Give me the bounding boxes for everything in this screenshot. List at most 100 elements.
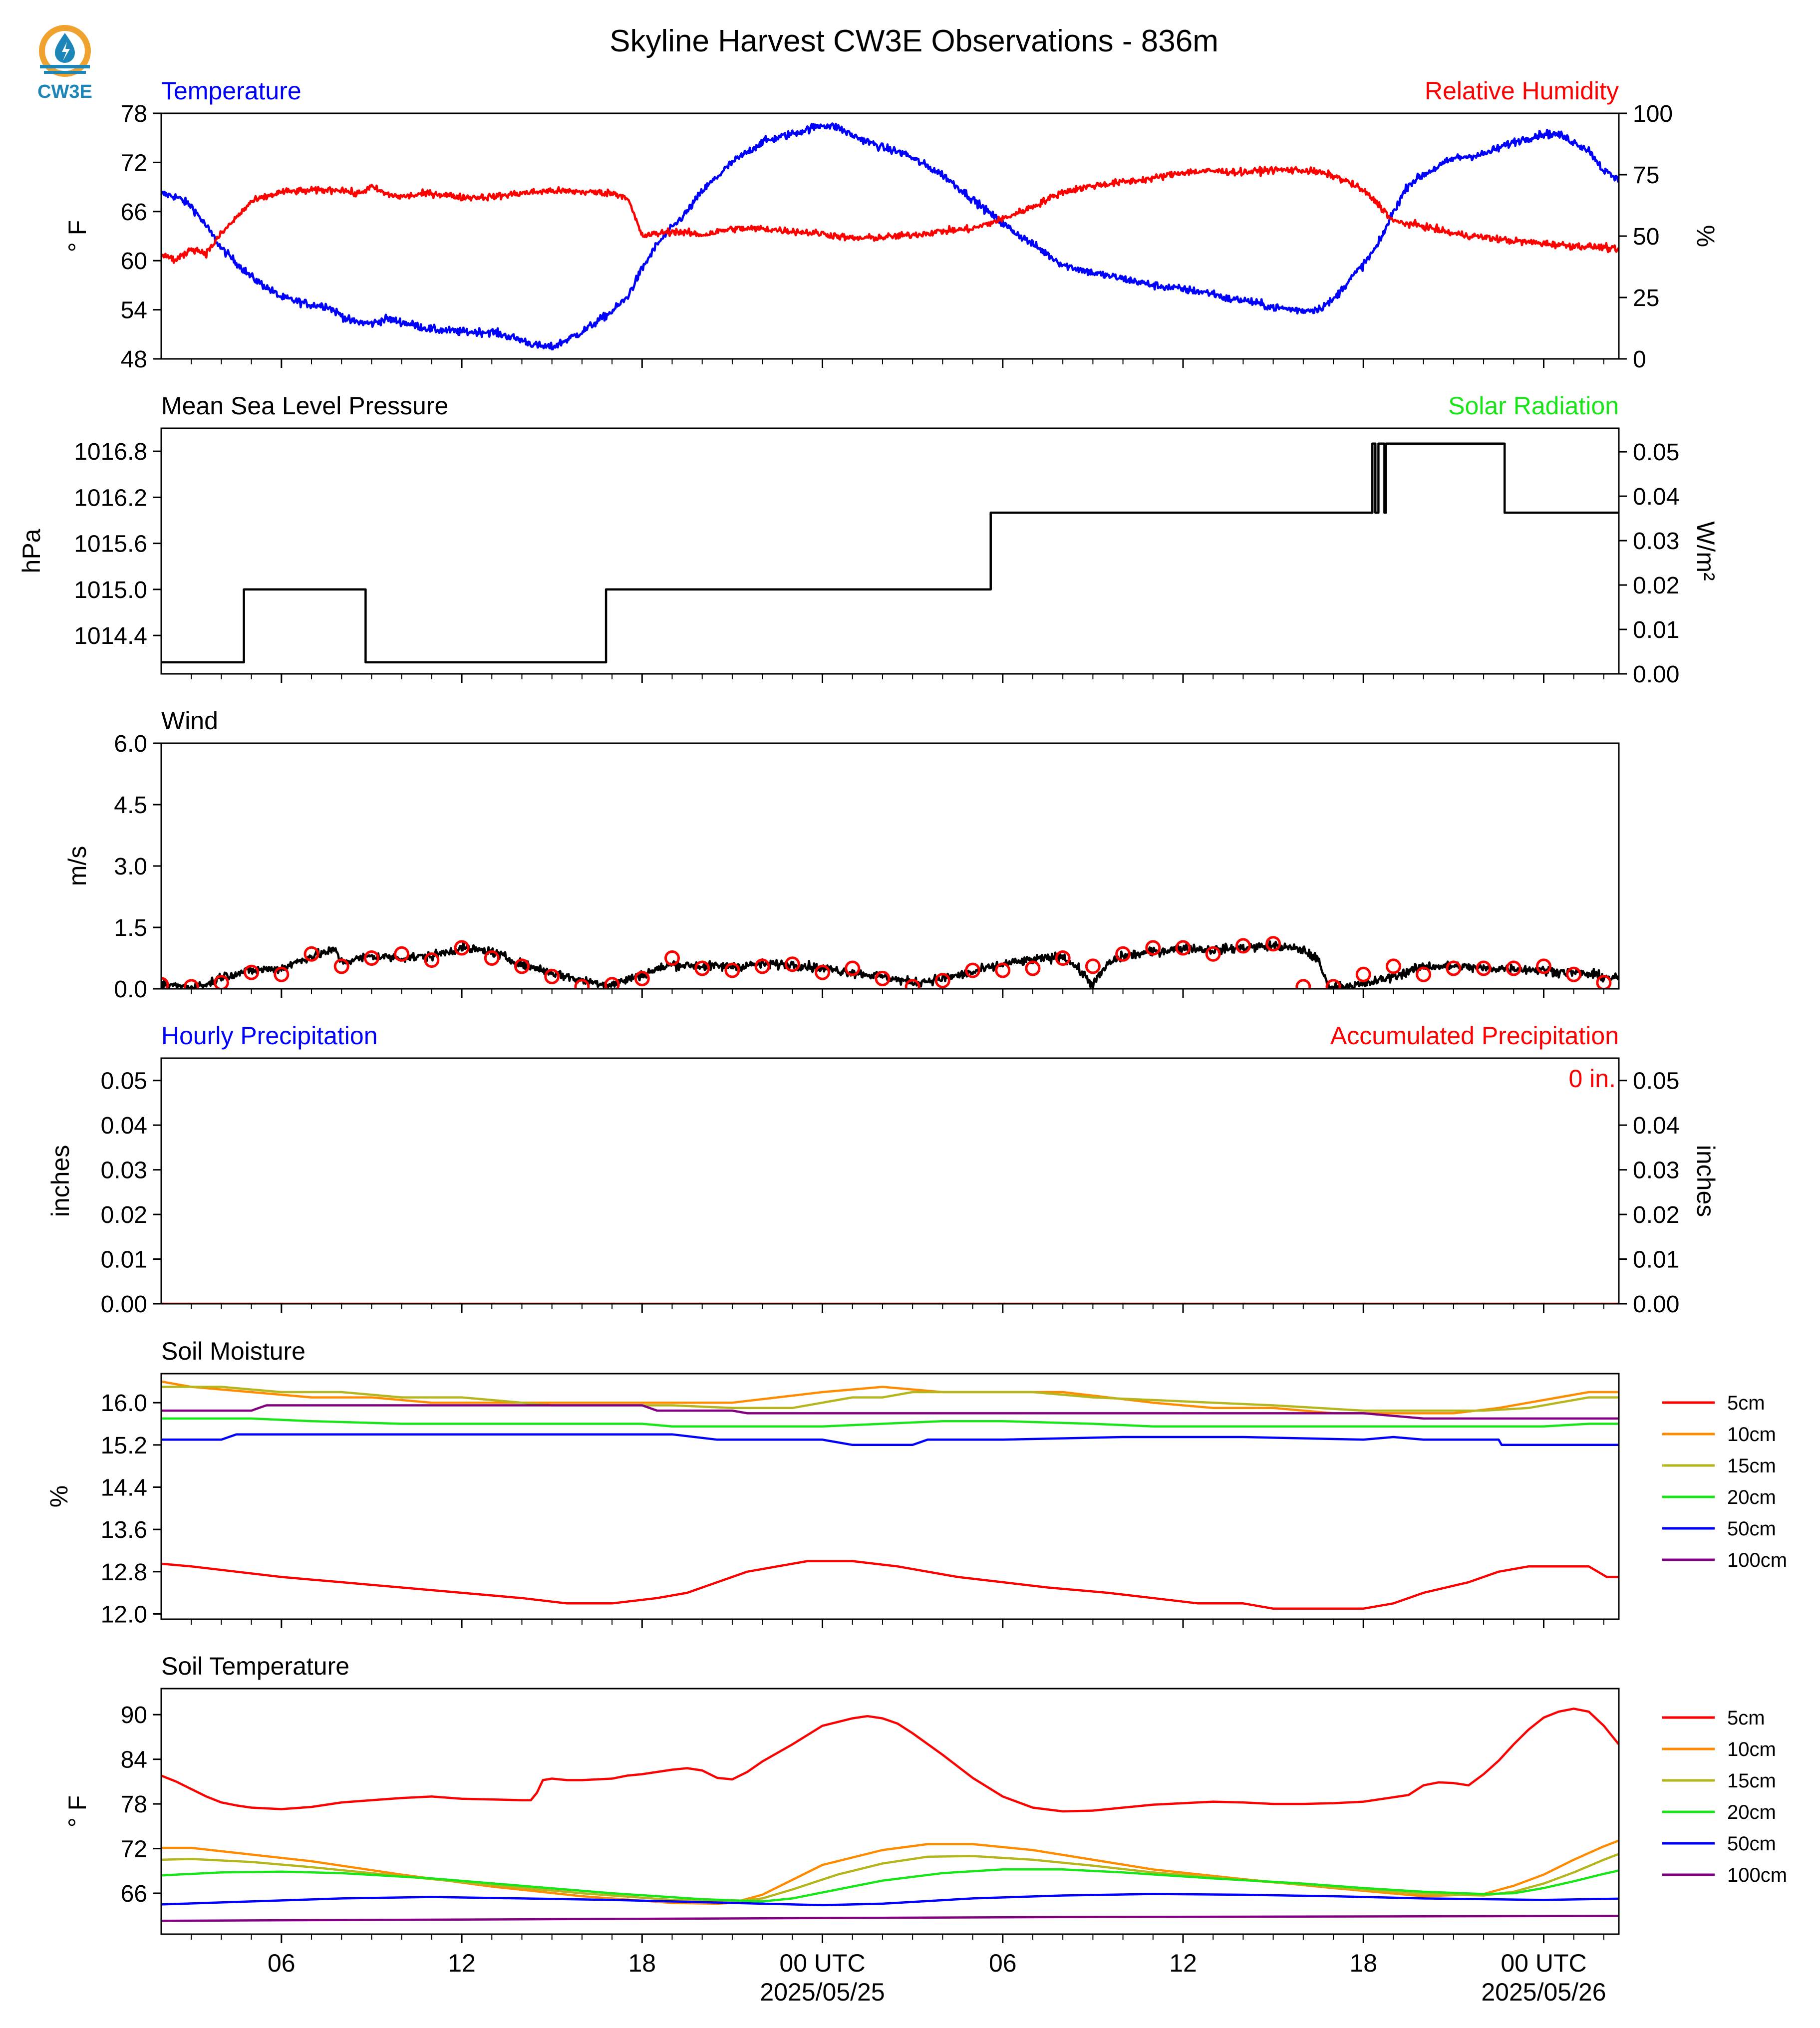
wind-gust-marker	[634, 971, 650, 986]
wind-gust-marker	[905, 979, 920, 989]
y-tick-label-right: 0.00	[1633, 661, 1679, 688]
y-tick-label: 0.04	[101, 1113, 147, 1139]
wind-gust-marker	[1175, 940, 1191, 956]
panel-frame	[160, 1373, 1620, 1620]
series-line-100cm	[161, 1915, 1619, 1922]
wind-gust-marker	[1446, 960, 1462, 976]
y-tick-label-right: 0.02	[1633, 1202, 1679, 1228]
wind-gust-marker	[1566, 966, 1582, 982]
wind-gust-marker	[845, 960, 861, 976]
x-tick-label: 18	[628, 1949, 656, 1977]
y-tick-label-right: 0.02	[1633, 573, 1679, 599]
wind-gust-marker	[1265, 936, 1281, 952]
y-tick-label: 90	[121, 1702, 147, 1729]
x-tick-date-label: 2025/05/26	[1481, 1978, 1606, 2006]
y-axis-label: %	[45, 1485, 73, 1507]
y-tick-label-right: 0	[1633, 346, 1646, 373]
wind-gust-marker	[965, 962, 981, 978]
y-tick-label: 3.0	[114, 854, 147, 880]
y-tick-label-right: 0.01	[1633, 1247, 1679, 1273]
chart-panel-4: Hourly Precipitation Accumulated Precipit…	[46, 1022, 1720, 1318]
wind-gust-marker	[394, 946, 410, 962]
series-line-20cm	[161, 1417, 1619, 1428]
cw3e-logo-graphic: CW3E	[37, 25, 92, 102]
y-tick-label: 1014.4	[74, 623, 147, 649]
wind-gust-marker	[213, 975, 229, 989]
wind-gust-marker	[1145, 940, 1161, 956]
y-tick-label: 15.2	[101, 1433, 147, 1459]
x-tick-label: 12	[1169, 1949, 1197, 1977]
series-line-1	[161, 442, 1619, 664]
panel-frame	[160, 1688, 1620, 1935]
x-tick-label: 00 UTC	[1501, 1949, 1586, 1977]
wind-gust-marker	[1085, 958, 1101, 974]
panel-title-right: Accumulated Precipitation	[1330, 1022, 1619, 1050]
wind-gust-marker	[484, 950, 500, 966]
y-tick-label-right: 0.03	[1633, 1158, 1679, 1184]
x-tick-label: 06	[989, 1949, 1017, 1977]
y-tick-label: 13.6	[101, 1517, 147, 1543]
y-tick-label: 1016.2	[74, 485, 147, 511]
legend-label: 15cm	[1727, 1770, 1776, 1792]
wind-gust-marker	[1325, 979, 1341, 989]
y-tick-label-right: 0.04	[1633, 484, 1679, 510]
y-tick-label: 0.05	[101, 1068, 147, 1095]
wind-gust-marker	[303, 946, 319, 962]
series-line-15cm	[161, 1386, 1619, 1412]
y-tick-label: 1015.6	[74, 531, 147, 558]
wind-gust-marker	[754, 958, 770, 974]
x-tick-label: 12	[448, 1949, 476, 1977]
y-axis-label: m/s	[63, 846, 91, 886]
wind-gust-marker	[694, 960, 710, 976]
wind-gust-marker	[664, 950, 680, 966]
y-tick-label: 1.5	[114, 915, 147, 941]
y-axis-label-right: %	[1692, 225, 1720, 247]
y-tick-label: 72	[121, 150, 147, 176]
y-tick-label-right: 100	[1633, 101, 1673, 127]
y-tick-label: 16.0	[101, 1390, 147, 1417]
y-tick-label: 72	[121, 1836, 147, 1863]
y-axis-label: hPa	[17, 529, 45, 573]
legend-label: 50cm	[1727, 1518, 1776, 1540]
y-tick-label-right: 25	[1633, 285, 1659, 311]
series-group	[161, 442, 1619, 664]
x-tick-label: 18	[1349, 1949, 1377, 1977]
y-tick-label: 84	[121, 1747, 147, 1773]
wind-gust-marker	[1235, 938, 1251, 954]
wind-gust-marker	[1055, 950, 1071, 966]
wind-gust-marker	[1535, 958, 1551, 974]
y-tick-label: 48	[121, 346, 147, 373]
y-tick-label-right: 0.03	[1633, 528, 1679, 555]
y-tick-label-right: 0.05	[1633, 1068, 1679, 1095]
legend-label: 20cm	[1727, 1486, 1776, 1508]
chart-panel-2: Mean Sea Level Pressure Solar Radiation 10…	[17, 392, 1720, 688]
wind-gust-marker	[183, 979, 199, 989]
series-group	[161, 1708, 1619, 1922]
wind-gust-marker	[1506, 960, 1521, 976]
panel-title-left: Soil Temperature	[161, 1652, 349, 1680]
wind-gust-marker	[815, 964, 831, 980]
y-tick-label: 0.01	[101, 1247, 147, 1273]
wind-gust-marker	[544, 968, 560, 984]
y-tick-label: 1016.8	[74, 439, 147, 465]
y-axis-label: ° F	[63, 1795, 91, 1827]
y-tick-label: 12.0	[101, 1601, 147, 1628]
y-tick-label: 60	[121, 248, 147, 275]
x-tick-label: 06	[268, 1949, 296, 1977]
accumulated-total-label: 0 in.	[1568, 1065, 1616, 1093]
panel-frame	[160, 112, 1620, 360]
wind-gust-marker	[1115, 946, 1131, 962]
series-line-5cm	[161, 1708, 1619, 1813]
panel-title-right: Relative Humidity	[1425, 77, 1619, 105]
series-group	[161, 936, 1619, 989]
wind-gust-marker	[454, 940, 470, 956]
series-group	[161, 1380, 1619, 1610]
legend-label: 100cm	[1727, 1549, 1787, 1571]
y-tick-label-right: 75	[1633, 162, 1659, 189]
series-line-2	[161, 166, 1619, 264]
y-tick-label-right: 0.05	[1633, 439, 1679, 466]
series-line-20cm	[161, 1868, 1619, 1903]
panel-title-right: Solar Radiation	[1448, 392, 1619, 420]
wind-gust-marker	[875, 971, 891, 986]
